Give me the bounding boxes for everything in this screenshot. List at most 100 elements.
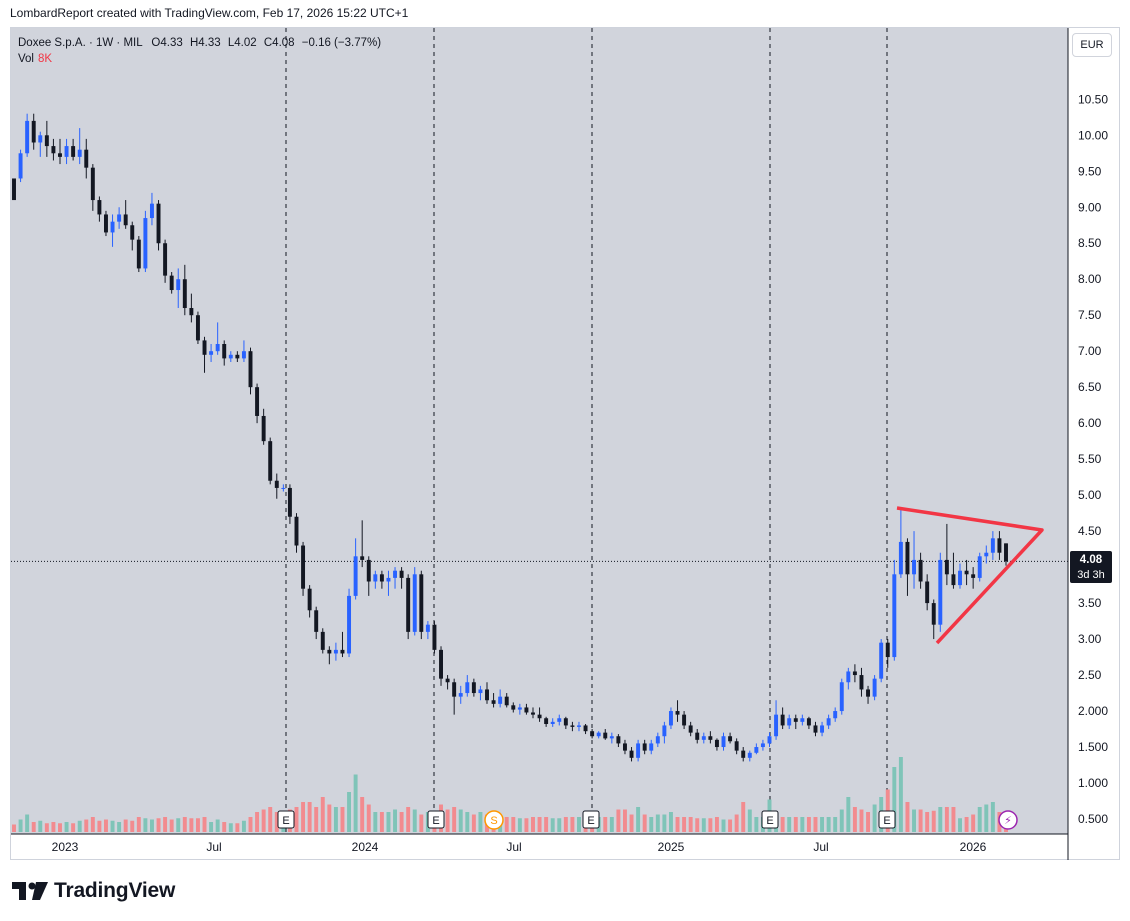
volume-bar [90,817,95,832]
currency-button[interactable]: EUR [1072,33,1112,57]
volume-row: Vol 8K [18,51,381,67]
high-label: H [189,37,199,49]
candle-body [866,689,871,697]
tradingview-logo[interactable]: TradingView [12,878,175,904]
candle-body [274,480,279,488]
x-tick-label: 2025 [658,840,685,854]
y-tick-label: 1.500 [1078,740,1108,754]
y-tick-label: 9.00 [1078,200,1102,214]
volume-bar [419,814,424,832]
candle-body [360,556,365,560]
candle-body [51,146,56,154]
symbol-label[interactable]: Doxee S.p.A. · 1W · MIL [18,37,143,49]
candle-body [590,731,595,737]
split-event-marker [998,810,1018,830]
candle-body [301,545,306,589]
volume-bar [64,822,69,832]
candle-body [64,146,69,157]
candle-body [688,725,693,733]
y-tick-label: 10.00 [1078,128,1108,142]
candle-body [432,624,437,650]
volume-bar [379,812,384,832]
candle-body [478,689,483,694]
candle-body [261,415,266,442]
volume-bar [655,814,660,832]
volume-bar [452,807,457,832]
tradingview-logo-icon [12,882,48,900]
volume-bar [110,820,115,832]
y-tick-label: 6.50 [1078,380,1102,394]
candle-body [255,387,260,416]
candle-body [741,750,746,758]
volume-bar [642,814,647,832]
volume-bar [852,807,857,832]
candle-body [990,538,995,553]
candle-body [373,574,378,582]
volume-bar [951,807,956,832]
volume-bar [682,817,687,832]
candle-body [353,556,358,596]
candle-body [642,743,647,751]
volume-bar [71,823,76,832]
volume-bar [136,817,141,832]
volume-bar [38,820,43,832]
candle-body [531,712,535,715]
volume-bar [31,822,36,832]
candle-body [399,570,404,578]
volume-bar [925,812,930,832]
earnings-event-marker [878,810,896,829]
candle-body [728,736,733,742]
volume-bar [399,812,404,832]
candle-body [84,149,89,168]
last-price: 4.08 [1079,554,1103,566]
candle-body [820,725,825,733]
y-tick-label: 3.00 [1078,632,1102,646]
volume-bar [478,812,483,832]
volume-bar [373,812,378,832]
volume-bar [701,818,706,832]
volume-bar [202,817,207,832]
chart-frame[interactable] [10,27,1120,860]
volume-bar [301,802,306,832]
volume-bar [504,817,509,832]
candle-body [577,725,581,727]
close-value: 4.08 [272,37,295,49]
candle-body [964,570,969,575]
volume-bar [550,818,555,832]
volume-bar [77,820,82,832]
candle-body [846,671,851,683]
earnings-event-label: E [766,815,773,827]
volume-bar [695,818,700,832]
split-event-label: ⚡ [1004,814,1012,827]
candle-body [583,725,588,732]
candle-body [682,714,687,726]
volume-bar [603,817,608,832]
volume-bar [182,817,187,832]
volume-bar [577,817,581,832]
volume-bar [754,817,759,832]
candle-body [412,574,417,632]
volume-bar [228,823,233,832]
candle-body [892,574,897,658]
candle-body [734,741,739,751]
volume-label[interactable]: Vol [18,53,34,65]
candle-body [793,718,798,722]
candle-body [333,649,338,654]
y-tick-label: 9.50 [1078,164,1102,178]
volume-bar [820,817,825,832]
volume-bar [531,817,535,832]
x-tick-label: Jul [813,840,828,854]
candle-body [524,707,529,713]
candle-body [511,705,516,710]
candle-body [471,682,476,694]
volume-bar [465,812,470,832]
volume-bar [636,807,641,832]
volume-bar [741,802,746,832]
candle-body [425,624,430,632]
candle-body [616,736,621,744]
volume-bar [44,823,49,832]
volume-bar [320,797,325,832]
candle-body [557,718,562,722]
y-tick-label: 5.50 [1078,452,1102,466]
